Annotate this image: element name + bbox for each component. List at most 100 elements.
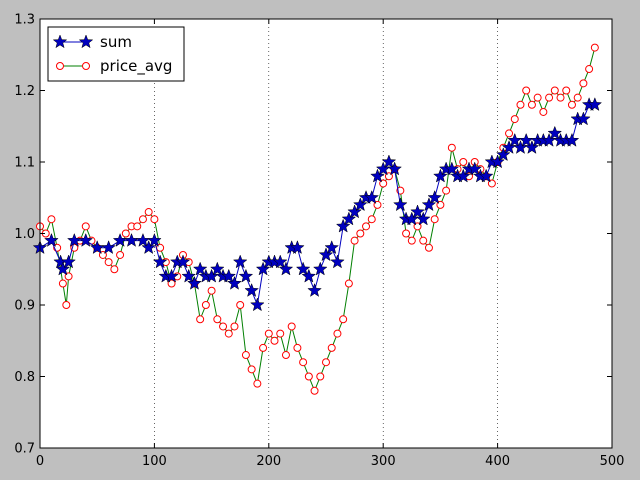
price_avg-point bbox=[322, 358, 330, 367]
x-tick-label: 0 bbox=[36, 454, 44, 469]
price_avg-point bbox=[264, 329, 273, 338]
sum-point bbox=[324, 240, 340, 255]
price_avg-point bbox=[505, 129, 514, 138]
price_avg-point bbox=[304, 372, 313, 381]
sum-point bbox=[244, 282, 259, 297]
sum-point bbox=[78, 232, 94, 247]
sum-point bbox=[152, 254, 168, 269]
price_avg-point bbox=[247, 365, 256, 374]
sum-point bbox=[295, 261, 311, 276]
sum-point bbox=[455, 168, 471, 183]
price_avg-point bbox=[550, 86, 559, 95]
sum-point bbox=[278, 261, 294, 276]
y-tick-label: 0.8 bbox=[14, 370, 35, 385]
sum-point bbox=[364, 190, 380, 204]
y-tick-label: 0.7 bbox=[14, 442, 35, 457]
y-tick-label: 1.0 bbox=[14, 227, 35, 242]
series-layer bbox=[32, 43, 603, 395]
sum-point bbox=[238, 268, 254, 283]
sum-point bbox=[61, 254, 76, 269]
sum-point bbox=[209, 261, 225, 276]
legend-label-price_avg: price_avg bbox=[100, 57, 172, 76]
sum-point bbox=[370, 168, 385, 183]
sum-point bbox=[547, 125, 563, 140]
series-sum bbox=[32, 97, 603, 312]
price_avg-point bbox=[58, 279, 67, 288]
price_avg-point bbox=[545, 93, 554, 102]
legend-label-sum: sum bbox=[100, 33, 132, 51]
price_avg-point bbox=[281, 351, 290, 360]
price_avg-point bbox=[579, 79, 588, 88]
sum-point bbox=[181, 268, 197, 283]
sum-point bbox=[490, 154, 505, 169]
price_avg-point bbox=[333, 329, 342, 338]
price_avg-point bbox=[516, 100, 525, 109]
price_avg-point bbox=[150, 215, 159, 224]
sum-point bbox=[312, 261, 328, 276]
price_avg-point bbox=[259, 343, 268, 352]
price_avg-point bbox=[110, 265, 119, 274]
sum-point bbox=[301, 268, 317, 283]
sum-point bbox=[318, 247, 334, 262]
sum-point bbox=[175, 254, 191, 269]
price_avg-point bbox=[270, 336, 279, 345]
sum-point bbox=[335, 218, 351, 233]
price_avg-point bbox=[562, 86, 571, 95]
legend: sum price_avg bbox=[47, 26, 185, 82]
legend-marker-price_avg bbox=[82, 62, 90, 70]
y-tick-label: 0.9 bbox=[14, 299, 35, 314]
legend-marker-sum bbox=[52, 34, 68, 49]
sum-point bbox=[290, 240, 305, 255]
sum-point bbox=[347, 204, 362, 219]
price_avg-point bbox=[573, 93, 582, 102]
sum-point bbox=[415, 211, 431, 226]
price_avg-point bbox=[276, 329, 285, 338]
price_avg-point bbox=[316, 372, 325, 381]
price_avg-point bbox=[402, 229, 411, 238]
price_avg-point bbox=[430, 215, 439, 224]
sum-point bbox=[433, 168, 448, 183]
sum-point bbox=[44, 232, 59, 247]
sum-point bbox=[381, 154, 397, 169]
sum-point bbox=[352, 197, 368, 212]
price_avg-point bbox=[362, 222, 371, 231]
price_avg-point bbox=[419, 236, 428, 245]
sum-point bbox=[330, 254, 345, 269]
sum-point bbox=[232, 254, 248, 269]
price_avg-point bbox=[459, 158, 468, 166]
price_avg-point bbox=[442, 186, 451, 195]
price_avg-point bbox=[339, 315, 348, 324]
sum-point bbox=[272, 254, 288, 269]
y-tick-label: 1.2 bbox=[14, 84, 35, 99]
price_avg-point bbox=[293, 343, 302, 352]
price_avg-point bbox=[590, 43, 599, 52]
sum-point bbox=[467, 161, 483, 176]
price_avg-point bbox=[213, 315, 222, 324]
price_avg-point bbox=[367, 215, 376, 224]
sum-point bbox=[576, 111, 591, 126]
sum-point bbox=[255, 261, 271, 276]
sum-point bbox=[307, 282, 322, 297]
sum-point bbox=[524, 139, 540, 154]
price_avg-point bbox=[344, 279, 353, 288]
legend-box bbox=[47, 26, 185, 82]
x-tick-label: 500 bbox=[600, 454, 625, 469]
price_avg-point bbox=[121, 229, 130, 238]
price_avg-point bbox=[236, 301, 245, 309]
price_avg-point bbox=[241, 351, 250, 360]
price_avg-point bbox=[219, 322, 228, 331]
sum-point bbox=[192, 261, 208, 276]
sum-point bbox=[478, 168, 494, 183]
price_avg-point bbox=[207, 286, 216, 295]
price_avg-point bbox=[567, 100, 576, 109]
sum-point bbox=[387, 161, 402, 176]
price_avg-point bbox=[196, 315, 205, 324]
sum-point bbox=[444, 161, 460, 176]
sum-point bbox=[564, 132, 580, 147]
y-tick-label: 1.1 bbox=[14, 156, 35, 171]
x-tick-label: 400 bbox=[485, 454, 510, 469]
price_avg-point bbox=[533, 93, 542, 102]
sum-point bbox=[250, 297, 265, 312]
sum-point bbox=[221, 268, 237, 283]
price_avg-point bbox=[527, 100, 536, 109]
